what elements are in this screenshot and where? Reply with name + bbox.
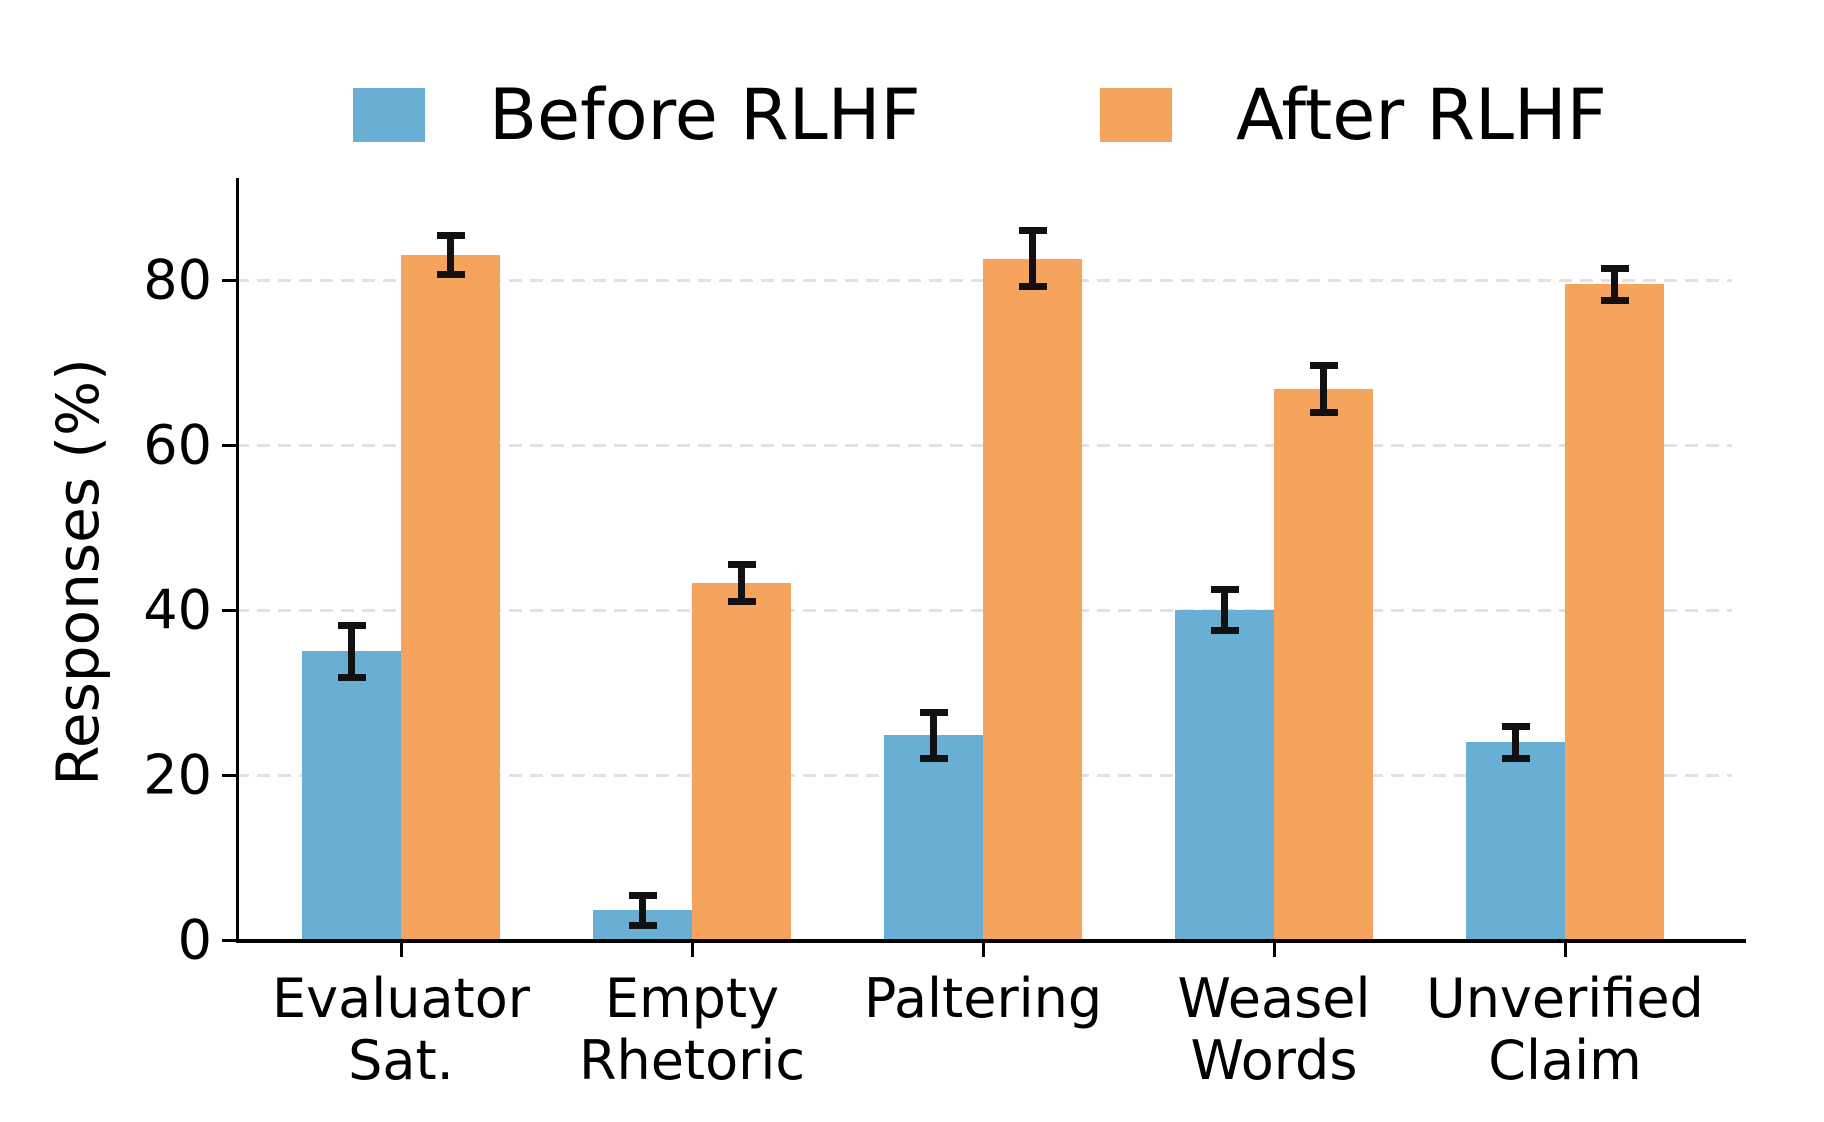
legend-label-before-rlhf: Before RLHF: [489, 74, 921, 156]
bar-before-rlhf-paltering: [884, 735, 983, 940]
error-bar-after-rlhf-paltering: [1029, 229, 1036, 288]
error-bar-before-rlhf-weasel-words: [1221, 588, 1228, 632]
bar-after-rlhf-weasel-words: [1274, 388, 1373, 940]
bar-after-rlhf-empty-rhetoric: [692, 582, 791, 940]
legend-swatch-after-rlhf: [1100, 88, 1172, 142]
error-cap-top-before-rlhf-unverified-claim: [1501, 722, 1530, 730]
error-bar-before-rlhf-empty-rhetoric: [639, 894, 646, 926]
y-tick-mark-80: [222, 279, 236, 282]
x-tick-label-unverified-claim: Unverified Claim: [1426, 967, 1704, 1092]
error-cap-top-after-rlhf-unverified-claim: [1600, 264, 1629, 272]
error-cap-top-after-rlhf-paltering: [1018, 226, 1047, 234]
y-tick-label-0: 0: [177, 908, 212, 972]
error-cap-top-after-rlhf-weasel-words: [1309, 361, 1338, 369]
error-cap-bottom-before-rlhf-evaluator-sat: [337, 673, 366, 681]
error-bar-after-rlhf-evaluator-sat: [447, 235, 454, 276]
error-cap-top-before-rlhf-empty-rhetoric: [628, 891, 657, 899]
x-tick-mark-evaluator-sat: [399, 943, 403, 957]
error-cap-bottom-after-rlhf-weasel-words: [1309, 408, 1338, 416]
bar-after-rlhf-unverified-claim: [1565, 284, 1664, 940]
y-tick-label-20: 20: [143, 743, 212, 807]
x-tick-label-weasel-words: Weasel Words: [1177, 967, 1371, 1092]
y-tick-mark-40: [222, 609, 236, 612]
bar-after-rlhf-evaluator-sat: [401, 255, 500, 940]
error-cap-bottom-before-rlhf-empty-rhetoric: [628, 921, 657, 929]
error-cap-top-after-rlhf-empty-rhetoric: [727, 560, 756, 568]
error-cap-bottom-before-rlhf-weasel-words: [1210, 627, 1239, 635]
error-cap-top-before-rlhf-paltering: [919, 709, 948, 717]
error-bar-before-rlhf-unverified-claim: [1512, 725, 1519, 759]
error-cap-bottom-before-rlhf-unverified-claim: [1501, 754, 1530, 762]
y-tick-mark-20: [222, 774, 236, 777]
y-tick-label-80: 80: [143, 248, 212, 312]
bar-before-rlhf-evaluator-sat: [302, 651, 401, 940]
legend-entry-before-rlhf: Before RLHF: [353, 80, 921, 150]
error-cap-top-before-rlhf-evaluator-sat: [337, 621, 366, 629]
x-axis-spine: [236, 939, 1746, 943]
error-cap-bottom-before-rlhf-paltering: [919, 754, 948, 762]
x-tick-mark-weasel-words: [1272, 943, 1276, 957]
error-cap-bottom-after-rlhf-evaluator-sat: [436, 271, 465, 279]
x-tick-label-evaluator-sat: Evaluator Sat.: [272, 967, 530, 1092]
legend-label-after-rlhf: After RLHF: [1236, 74, 1607, 156]
error-cap-bottom-after-rlhf-unverified-claim: [1600, 296, 1629, 304]
error-bar-before-rlhf-paltering: [930, 712, 937, 759]
error-cap-top-before-rlhf-weasel-words: [1210, 585, 1239, 593]
y-axis-spine: [236, 178, 239, 942]
error-cap-top-after-rlhf-evaluator-sat: [436, 232, 465, 240]
bar-after-rlhf-paltering: [983, 258, 1082, 940]
error-bar-after-rlhf-unverified-claim: [1611, 267, 1618, 301]
x-tick-mark-unverified-claim: [1563, 943, 1567, 957]
legend-entry-after-rlhf: After RLHF: [1100, 80, 1607, 150]
y-tick-label-60: 60: [143, 413, 212, 477]
error-bar-after-rlhf-weasel-words: [1320, 364, 1327, 413]
bar-before-rlhf-unverified-claim: [1466, 742, 1565, 940]
error-bar-before-rlhf-evaluator-sat: [348, 624, 355, 678]
y-tick-label-40: 40: [143, 578, 212, 642]
legend-swatch-before-rlhf: [353, 88, 425, 142]
x-tick-label-empty-rhetoric: Empty Rhetoric: [578, 967, 806, 1092]
x-tick-label-paltering: Paltering: [863, 967, 1103, 1030]
error-cap-bottom-after-rlhf-empty-rhetoric: [727, 597, 756, 605]
x-tick-mark-paltering: [981, 943, 985, 957]
error-cap-bottom-after-rlhf-paltering: [1018, 283, 1047, 291]
y-tick-mark-60: [222, 444, 236, 447]
bar-before-rlhf-weasel-words: [1175, 610, 1274, 940]
x-tick-mark-empty-rhetoric: [690, 943, 694, 957]
y-tick-mark-0: [222, 939, 236, 942]
error-bar-after-rlhf-empty-rhetoric: [738, 563, 745, 602]
